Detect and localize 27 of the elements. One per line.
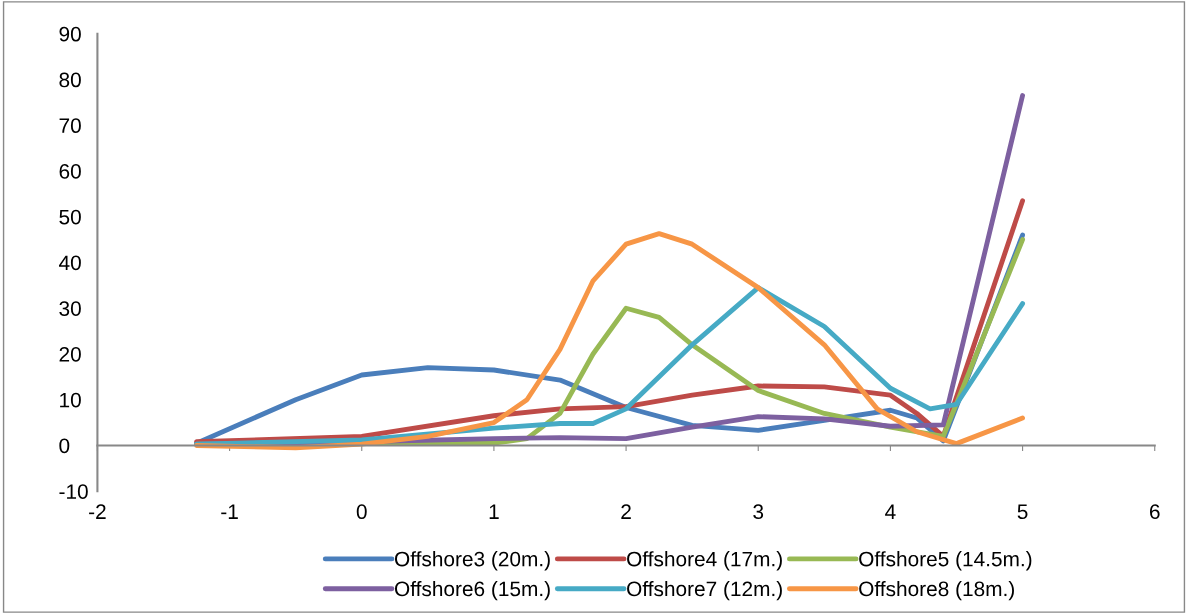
x-tick-label: 3 [753,504,764,520]
legend-label: Offshore4 (17m.) [627,551,782,571]
x-tick-label: 0 [356,504,367,520]
y-tick-label: 50 [59,209,81,225]
y-tick-label: 10 [60,392,81,408]
x-tick-label: 4 [885,504,896,519]
x-tick-label: 5 [1017,504,1028,520]
legend-label: Offshore6 (15m.) [394,580,550,601]
y-tick-label: 40 [59,255,81,271]
y-tick-label: 90 [59,26,81,42]
legend-label: Offshore8 (18m.) [859,580,1014,601]
y-tick-label: 20 [59,346,81,362]
x-tick-label: -1 [221,504,238,519]
x-tick-label: -2 [89,504,106,519]
legend-label: Offshore3 (20m.) [394,551,550,571]
y-tick-label: 80 [59,72,81,88]
y-tick-label: 30 [59,301,81,316]
y-tick-label: -10 [59,484,88,499]
y-tick-label: 60 [59,164,81,179]
y-tick-label: 70 [59,118,81,134]
legend-label: Offshore5 (14.5m.) [859,551,1032,571]
line-series [194,285,1025,447]
x-tick-label: 2 [621,504,631,519]
x-tick-label: 6 [1150,504,1160,520]
x-tick-label: 1 [489,504,499,519]
y-tick-label: 0 [59,438,70,454]
legend-label: Offshore7 (12m.) [627,580,782,601]
